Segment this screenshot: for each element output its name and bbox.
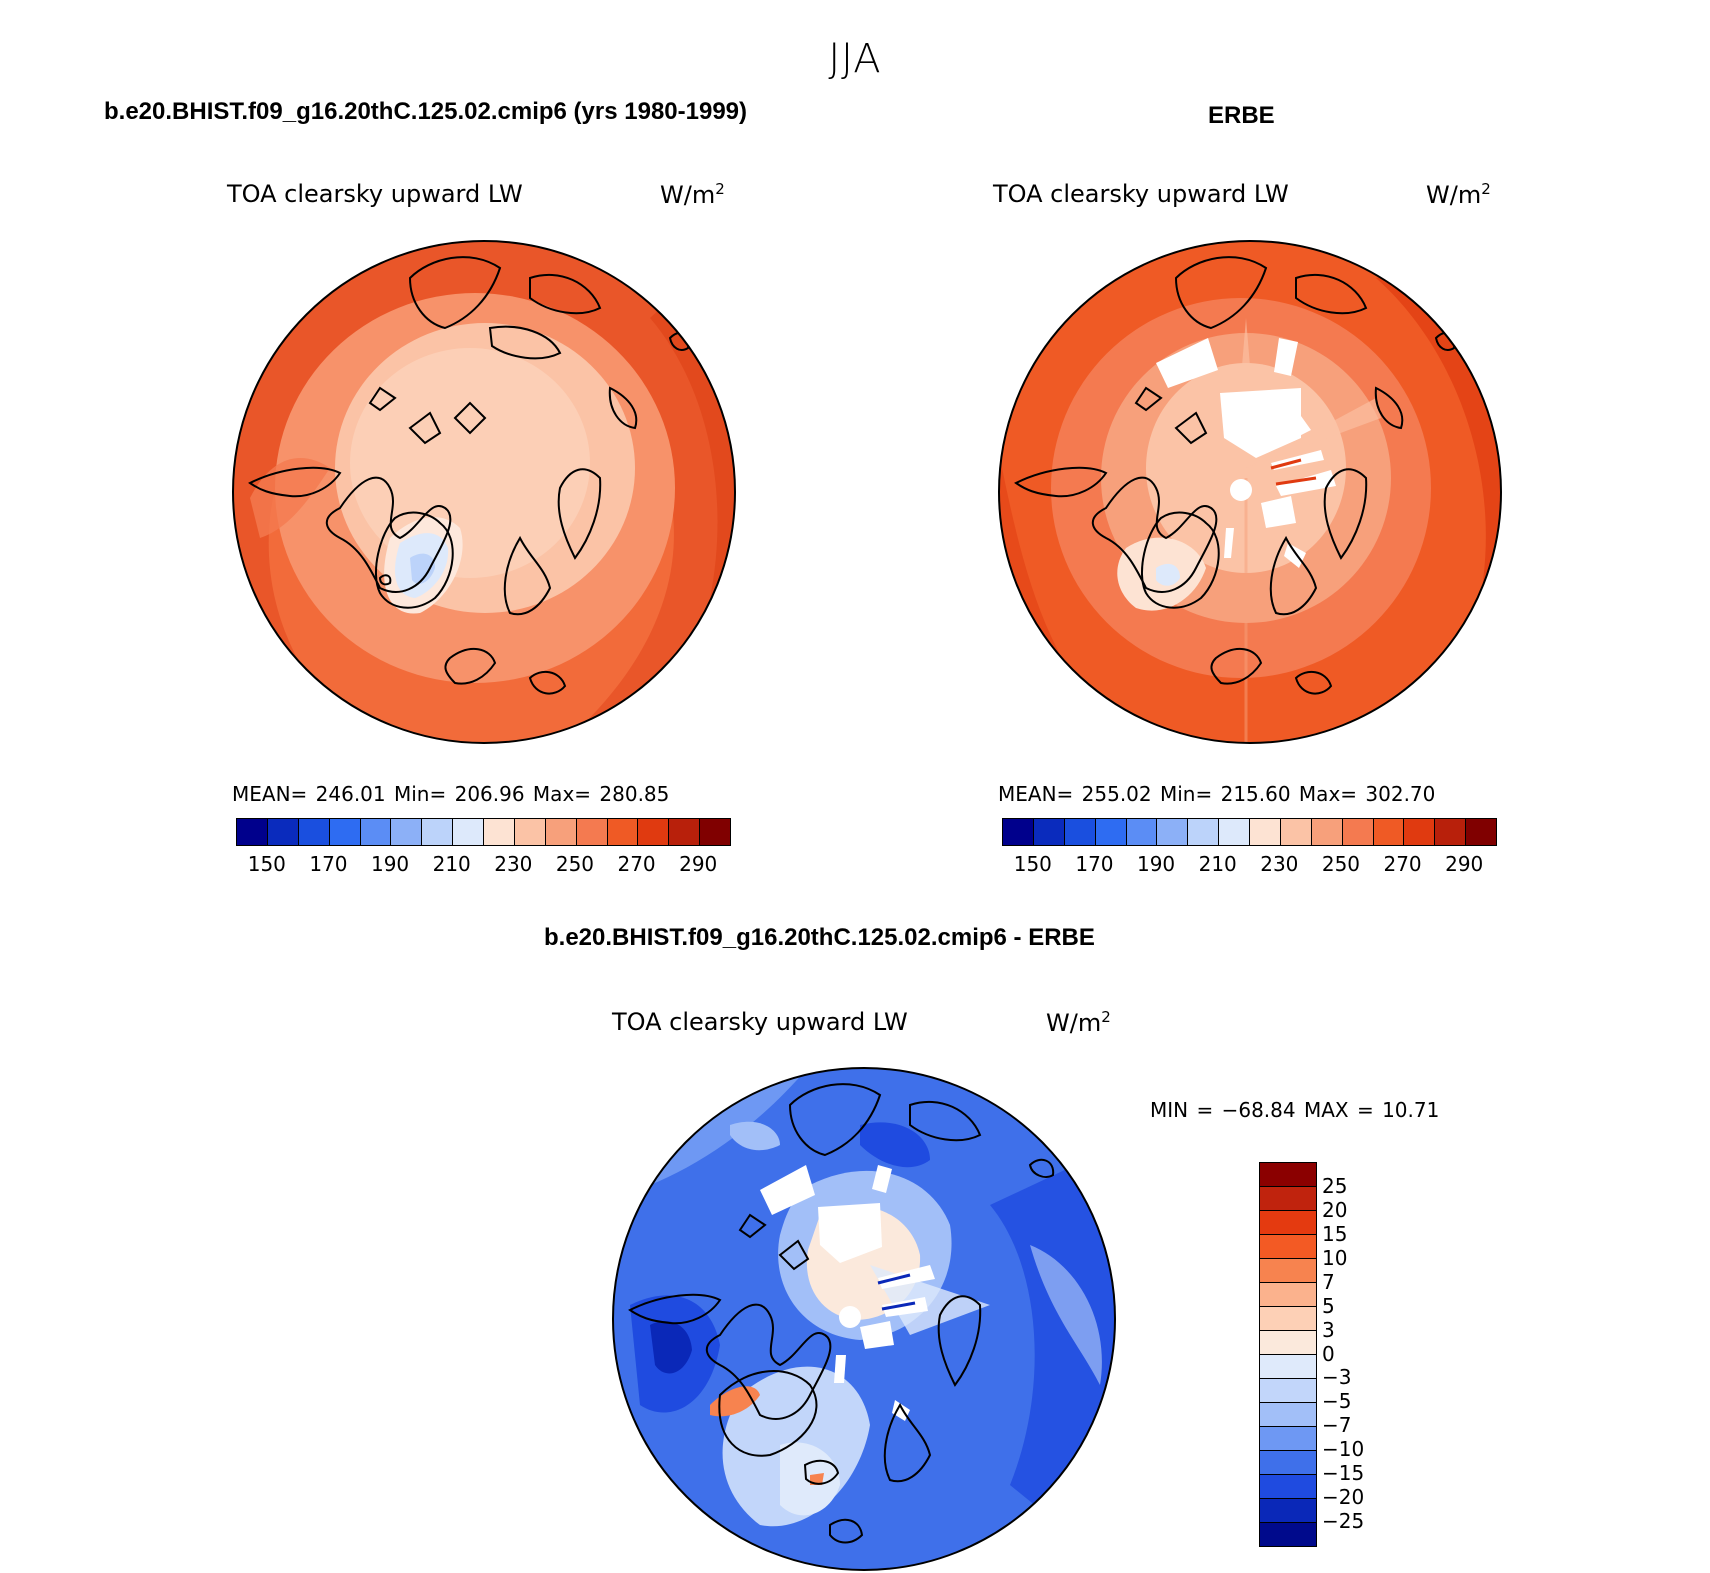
panel-3-units-label: W/m2 bbox=[1046, 1008, 1111, 1037]
colorbar-tick-label: 250 bbox=[555, 852, 595, 876]
colorbar-swatch bbox=[237, 819, 268, 845]
colorbar-swatch bbox=[1126, 819, 1158, 845]
colorbar-swatch bbox=[1260, 1187, 1316, 1211]
colorbar-swatch bbox=[669, 819, 701, 845]
panel-1-colorbar bbox=[236, 818, 731, 846]
colorbar-tick-label: 230 bbox=[1260, 852, 1299, 876]
colorbar-swatch bbox=[1033, 819, 1065, 845]
colorbar-swatch bbox=[1260, 1307, 1316, 1331]
colorbar-swatch bbox=[1260, 1355, 1316, 1379]
colorbar-swatch bbox=[514, 819, 546, 845]
colorbar-swatch bbox=[1095, 819, 1127, 845]
colorbar-swatch bbox=[1064, 819, 1096, 845]
colorbar-tick-label: 0 bbox=[1322, 1341, 1335, 1366]
colorbar-swatch bbox=[1260, 1331, 1316, 1355]
colorbar-tick-label: −3 bbox=[1322, 1365, 1352, 1390]
colorbar-swatch bbox=[700, 819, 730, 845]
colorbar-tick-label: 290 bbox=[679, 852, 718, 876]
panel-1-units-label: W/m2 bbox=[660, 180, 725, 209]
colorbar-tick-label: 20 bbox=[1322, 1197, 1348, 1222]
colorbar-swatch bbox=[1260, 1163, 1316, 1187]
colorbar-swatch bbox=[1280, 819, 1312, 845]
panel-2-case-title: ERBE bbox=[1208, 102, 1275, 129]
colorbar-tick-label: 190 bbox=[1136, 852, 1176, 876]
colorbar-swatch bbox=[1373, 819, 1405, 845]
panel-2-colorbar bbox=[1002, 818, 1497, 846]
colorbar-tick-label: −20 bbox=[1322, 1485, 1365, 1510]
colorbar-tick-label: 7 bbox=[1322, 1269, 1335, 1294]
colorbar-swatch bbox=[1260, 1475, 1316, 1499]
colorbar-swatch bbox=[1260, 1451, 1316, 1475]
colorbar-swatch bbox=[545, 819, 577, 845]
colorbar-tick-label: 270 bbox=[1383, 852, 1422, 876]
panel-3-polar-map bbox=[612, 1067, 1116, 1571]
colorbar-swatch bbox=[484, 819, 515, 845]
colorbar-tick-label: 290 bbox=[1445, 852, 1484, 876]
colorbar-tick-label: −7 bbox=[1322, 1413, 1352, 1438]
colorbar-swatch bbox=[1260, 1211, 1316, 1235]
colorbar-tick-label: 3 bbox=[1322, 1317, 1335, 1342]
colorbar-swatch bbox=[1260, 1403, 1316, 1427]
colorbar-swatch bbox=[422, 819, 454, 845]
colorbar-tick-label: 5 bbox=[1322, 1293, 1335, 1318]
panel-3-case-title: b.e20.BHIST.f09_g16.20thC.125.02.cmip6 -… bbox=[544, 924, 1095, 951]
colorbar-swatch bbox=[1311, 819, 1343, 845]
colorbar-swatch bbox=[329, 819, 361, 845]
panel-1-variable-label: TOA clearsky upward LW bbox=[227, 180, 523, 208]
colorbar-swatch bbox=[1435, 819, 1467, 845]
colorbar-swatch bbox=[267, 819, 299, 845]
colorbar-tick-label: 25 bbox=[1322, 1173, 1348, 1198]
panel-1-case-title: b.e20.BHIST.f09_g16.20thC.125.02.cmip6 (… bbox=[104, 98, 748, 125]
panel-3-colorbar bbox=[1259, 1162, 1317, 1547]
panel-3-stats: MIN = −68.84 MAX = 10.71 bbox=[1150, 1098, 1440, 1122]
colorbar-tick-label: 10 bbox=[1322, 1245, 1348, 1270]
colorbar-swatch bbox=[1404, 819, 1436, 845]
colorbar-tick-label: 250 bbox=[1321, 852, 1361, 876]
colorbar-swatch bbox=[638, 819, 670, 845]
colorbar-swatch bbox=[1188, 819, 1220, 845]
colorbar-tick-label: 170 bbox=[1075, 852, 1114, 876]
colorbar-swatch bbox=[1260, 1259, 1316, 1283]
colorbar-swatch bbox=[576, 819, 608, 845]
colorbar-tick-label: 230 bbox=[494, 852, 533, 876]
colorbar-tick-label: −25 bbox=[1322, 1509, 1365, 1534]
colorbar-swatch bbox=[1342, 819, 1374, 845]
colorbar-tick-label: 270 bbox=[617, 852, 656, 876]
panel-2-variable-label: TOA clearsky upward LW bbox=[993, 180, 1289, 208]
colorbar-tick-label: −15 bbox=[1322, 1461, 1365, 1486]
colorbar-tick-label: 170 bbox=[309, 852, 348, 876]
panel-3-variable-label: TOA clearsky upward LW bbox=[612, 1008, 908, 1036]
colorbar-swatch bbox=[1466, 819, 1496, 845]
colorbar-swatch bbox=[1219, 819, 1250, 845]
colorbar-swatch bbox=[1260, 1235, 1316, 1259]
colorbar-tick-label: 150 bbox=[247, 852, 286, 876]
colorbar-swatch bbox=[1260, 1379, 1316, 1403]
colorbar-swatch bbox=[391, 819, 423, 845]
panel-1-stats: MEAN= 246.01 Min= 206.96 Max= 280.85 bbox=[232, 782, 670, 806]
panel-2-stats: MEAN= 255.02 Min= 215.60 Max= 302.70 bbox=[998, 782, 1436, 806]
colorbar-tick-label: 210 bbox=[432, 852, 471, 876]
colorbar-swatch bbox=[360, 819, 392, 845]
colorbar-tick-label: 15 bbox=[1322, 1221, 1348, 1246]
colorbar-swatch bbox=[1250, 819, 1281, 845]
colorbar-swatch bbox=[1260, 1523, 1316, 1546]
colorbar-tick-label: 190 bbox=[370, 852, 410, 876]
colorbar-tick-label: 150 bbox=[1013, 852, 1052, 876]
panel-2-units-label: W/m2 bbox=[1426, 180, 1491, 209]
colorbar-swatch bbox=[453, 819, 484, 845]
colorbar-swatch bbox=[1260, 1427, 1316, 1451]
colorbar-swatch bbox=[1157, 819, 1189, 845]
colorbar-tick-label: −10 bbox=[1322, 1437, 1365, 1462]
colorbar-swatch bbox=[1260, 1283, 1316, 1307]
colorbar-swatch bbox=[1260, 1499, 1316, 1523]
colorbar-tick-label: −5 bbox=[1322, 1389, 1352, 1414]
colorbar-tick-label: 210 bbox=[1198, 852, 1237, 876]
colorbar-swatch bbox=[298, 819, 330, 845]
panel-2-polar-map bbox=[998, 240, 1502, 744]
colorbar-swatch bbox=[607, 819, 639, 845]
colorbar-swatch bbox=[1003, 819, 1034, 845]
figure-title: JJA bbox=[828, 36, 882, 82]
panel-1-polar-map bbox=[232, 240, 736, 744]
